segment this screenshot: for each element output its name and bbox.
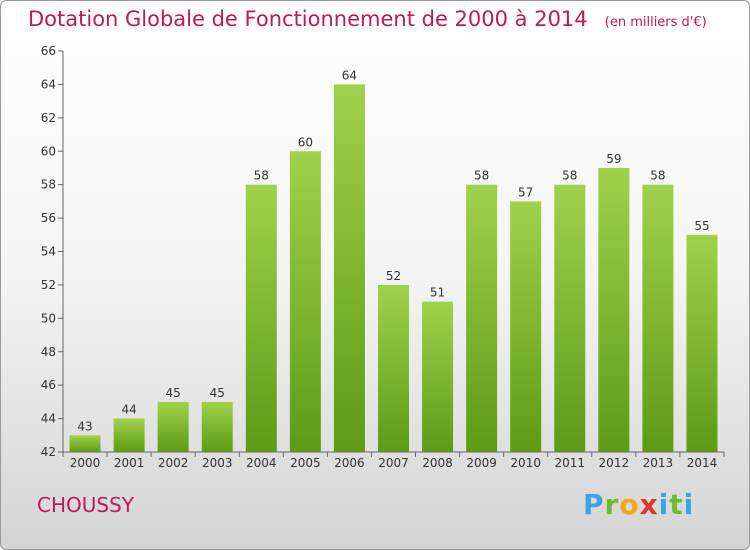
y-tick-label: 48 [41,345,56,359]
bar [157,401,189,452]
x-tick-label: 2006 [334,456,365,470]
bar [378,284,409,452]
bar-value-label: 57 [518,185,533,199]
bar-value-label: 43 [77,419,92,433]
bar [245,184,277,452]
bar-value-label: 55 [694,219,709,233]
x-tick-label: 2003 [202,456,233,470]
bar-value-label: 44 [121,403,136,417]
proxiti-logo: Proxiti [583,488,695,521]
bar-value-label: 58 [562,169,577,183]
y-tick-label: 54 [41,245,56,259]
x-tick-label: 2007 [378,456,409,470]
bar [422,301,454,452]
bar-value-label: 60 [298,135,313,149]
y-tick-label: 66 [41,44,56,58]
y-tick-label: 44 [41,412,56,426]
x-tick-label: 2000 [70,456,101,470]
x-tick-label: 2013 [643,456,674,470]
bar-value-label: 58 [474,169,489,183]
bar-value-label: 45 [166,386,181,400]
bar [201,401,233,452]
bar-value-label: 51 [430,286,445,300]
bar [113,418,145,452]
x-tick-label: 2002 [158,456,189,470]
y-tick-label: 52 [41,278,56,292]
chart-unit: (en milliers d'€) [604,15,707,30]
y-tick-label: 58 [41,178,56,192]
bar-value-label: 45 [210,386,225,400]
bar [686,234,718,452]
title-row: Dotation Globale de Fonctionnement de 20… [28,7,707,31]
y-tick-label: 60 [41,144,56,158]
x-tick-label: 2011 [554,456,585,470]
x-tick-label: 2005 [290,456,321,470]
commune-name: CHOUSSY [37,493,134,517]
bar-value-label: 59 [606,152,621,166]
y-tick-label: 56 [41,211,56,225]
bar [642,184,674,452]
bar [333,84,365,453]
y-tick-label: 50 [41,311,56,325]
bar-value-label: 64 [342,68,357,82]
bar [69,435,101,452]
bar [554,184,586,452]
bar [598,167,630,453]
x-tick-label: 2012 [599,456,630,470]
bar [289,151,321,452]
bar-value-label: 58 [254,169,269,183]
x-tick-label: 2001 [114,456,145,470]
x-tick-label: 2010 [510,456,541,470]
x-tick-label: 2008 [422,456,453,470]
chart-title: Dotation Globale de Fonctionnement de 20… [28,7,588,31]
bar-value-label: 58 [650,169,665,183]
x-tick-label: 2014 [687,456,718,470]
y-tick-label: 46 [41,378,56,392]
x-tick-label: 2009 [466,456,497,470]
x-tick-label: 2004 [246,456,277,470]
y-tick-label: 62 [41,111,56,125]
bar-value-label: 52 [386,269,401,283]
bar [466,184,498,452]
y-tick-label: 64 [41,77,56,91]
bar [510,201,542,452]
y-tick-label: 42 [41,445,56,459]
